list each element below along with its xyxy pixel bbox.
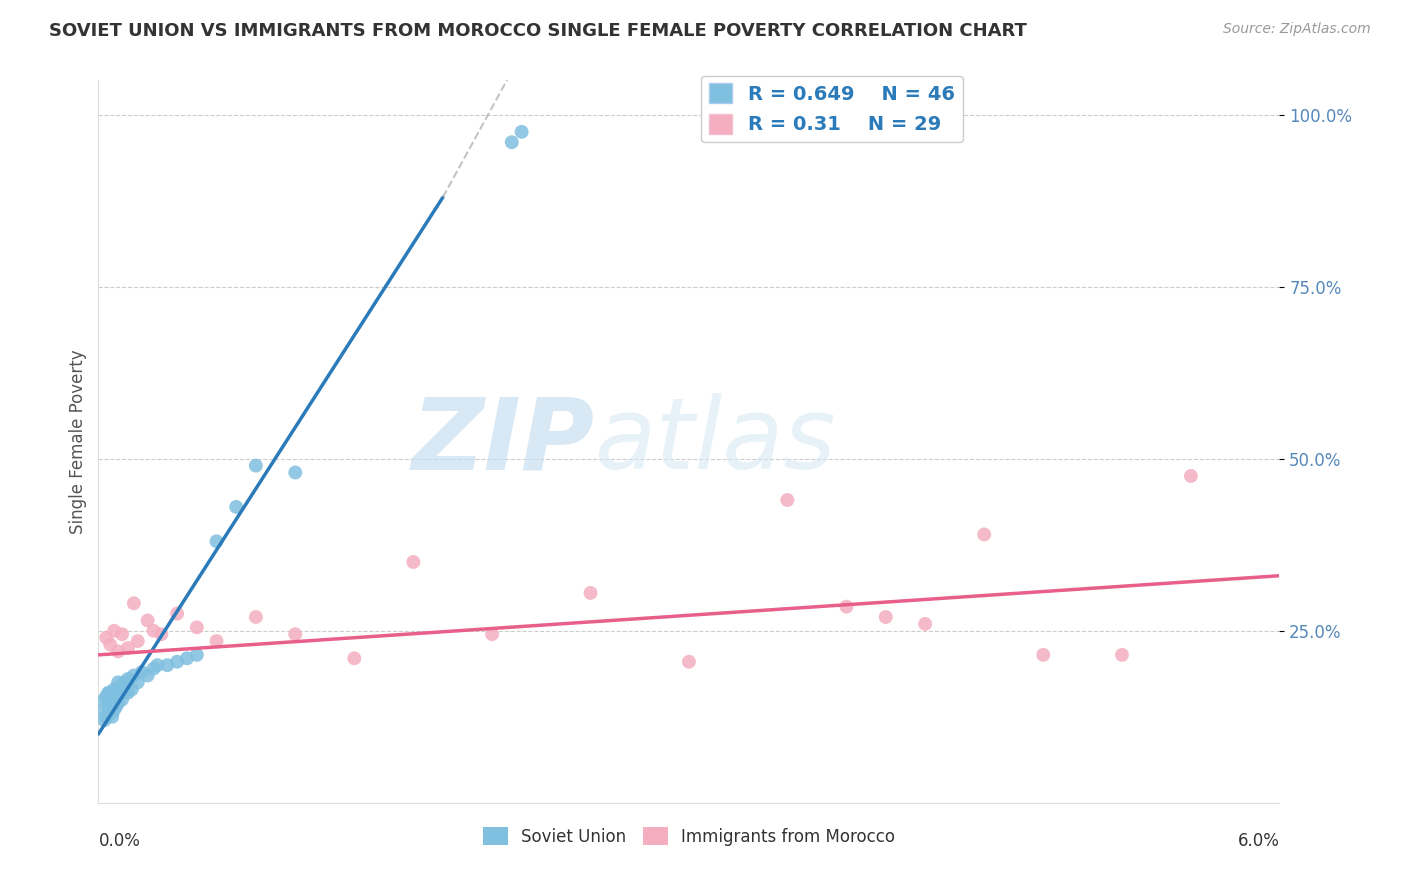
Point <box>122 668 145 682</box>
Point <box>156 658 179 673</box>
Point <box>93 713 115 727</box>
Point <box>107 696 129 710</box>
Point <box>166 655 188 669</box>
Point <box>481 627 503 641</box>
Point <box>98 696 121 710</box>
Point <box>107 675 129 690</box>
Point <box>402 555 425 569</box>
Point <box>136 668 159 682</box>
Y-axis label: Single Female Poverty: Single Female Poverty <box>69 350 87 533</box>
Point <box>121 682 143 697</box>
Point <box>91 703 114 717</box>
Point <box>107 644 129 658</box>
Point <box>97 686 120 700</box>
Point <box>97 706 120 721</box>
Text: atlas: atlas <box>595 393 837 490</box>
Point <box>111 627 134 641</box>
Point <box>776 493 799 508</box>
Point <box>112 675 135 690</box>
Point <box>117 686 139 700</box>
Point <box>186 648 208 662</box>
Text: 0.0%: 0.0% <box>98 831 141 850</box>
Point <box>117 672 139 686</box>
Point <box>284 627 307 641</box>
Point <box>127 675 149 690</box>
Point <box>107 682 129 697</box>
Point <box>343 651 366 665</box>
Point <box>166 607 188 621</box>
Point <box>245 458 267 473</box>
Point <box>1032 648 1054 662</box>
Point <box>205 634 228 648</box>
Point <box>105 689 128 703</box>
Point <box>127 634 149 648</box>
Point <box>93 692 115 706</box>
Text: Source: ZipAtlas.com: Source: ZipAtlas.com <box>1223 22 1371 37</box>
Point <box>97 699 120 714</box>
Point <box>973 527 995 541</box>
Point <box>101 699 124 714</box>
Point <box>122 596 145 610</box>
Point <box>98 686 121 700</box>
Point <box>914 616 936 631</box>
Point <box>150 627 173 641</box>
Point <box>1111 648 1133 662</box>
Point <box>98 706 121 721</box>
Point <box>225 500 247 514</box>
Point <box>245 610 267 624</box>
Point <box>678 655 700 669</box>
Point <box>111 679 134 693</box>
Point <box>103 624 125 638</box>
Point <box>98 638 121 652</box>
Point <box>176 651 198 665</box>
Point <box>101 710 124 724</box>
Point <box>111 692 134 706</box>
Point <box>835 599 858 614</box>
Point <box>186 620 208 634</box>
Point <box>136 614 159 628</box>
Point <box>107 689 129 703</box>
Point <box>105 699 128 714</box>
Point <box>131 665 153 679</box>
Point <box>96 631 118 645</box>
Point <box>101 689 124 703</box>
Text: ZIP: ZIP <box>412 393 595 490</box>
Point <box>142 624 165 638</box>
Point <box>284 466 307 480</box>
Point <box>875 610 897 624</box>
Point <box>117 640 139 655</box>
Text: 6.0%: 6.0% <box>1237 831 1279 850</box>
Point <box>96 710 118 724</box>
Point <box>112 686 135 700</box>
Point <box>146 658 169 673</box>
Point <box>103 703 125 717</box>
Point <box>501 135 523 149</box>
Point <box>96 689 118 703</box>
Point <box>510 125 533 139</box>
Legend: Soviet Union, Immigrants from Morocco: Soviet Union, Immigrants from Morocco <box>477 821 901 852</box>
Point <box>103 692 125 706</box>
Point <box>142 662 165 676</box>
Point <box>579 586 602 600</box>
Point <box>205 534 228 549</box>
Point <box>1180 469 1202 483</box>
Text: SOVIET UNION VS IMMIGRANTS FROM MOROCCO SINGLE FEMALE POVERTY CORRELATION CHART: SOVIET UNION VS IMMIGRANTS FROM MOROCCO … <box>49 22 1028 40</box>
Point <box>103 682 125 697</box>
